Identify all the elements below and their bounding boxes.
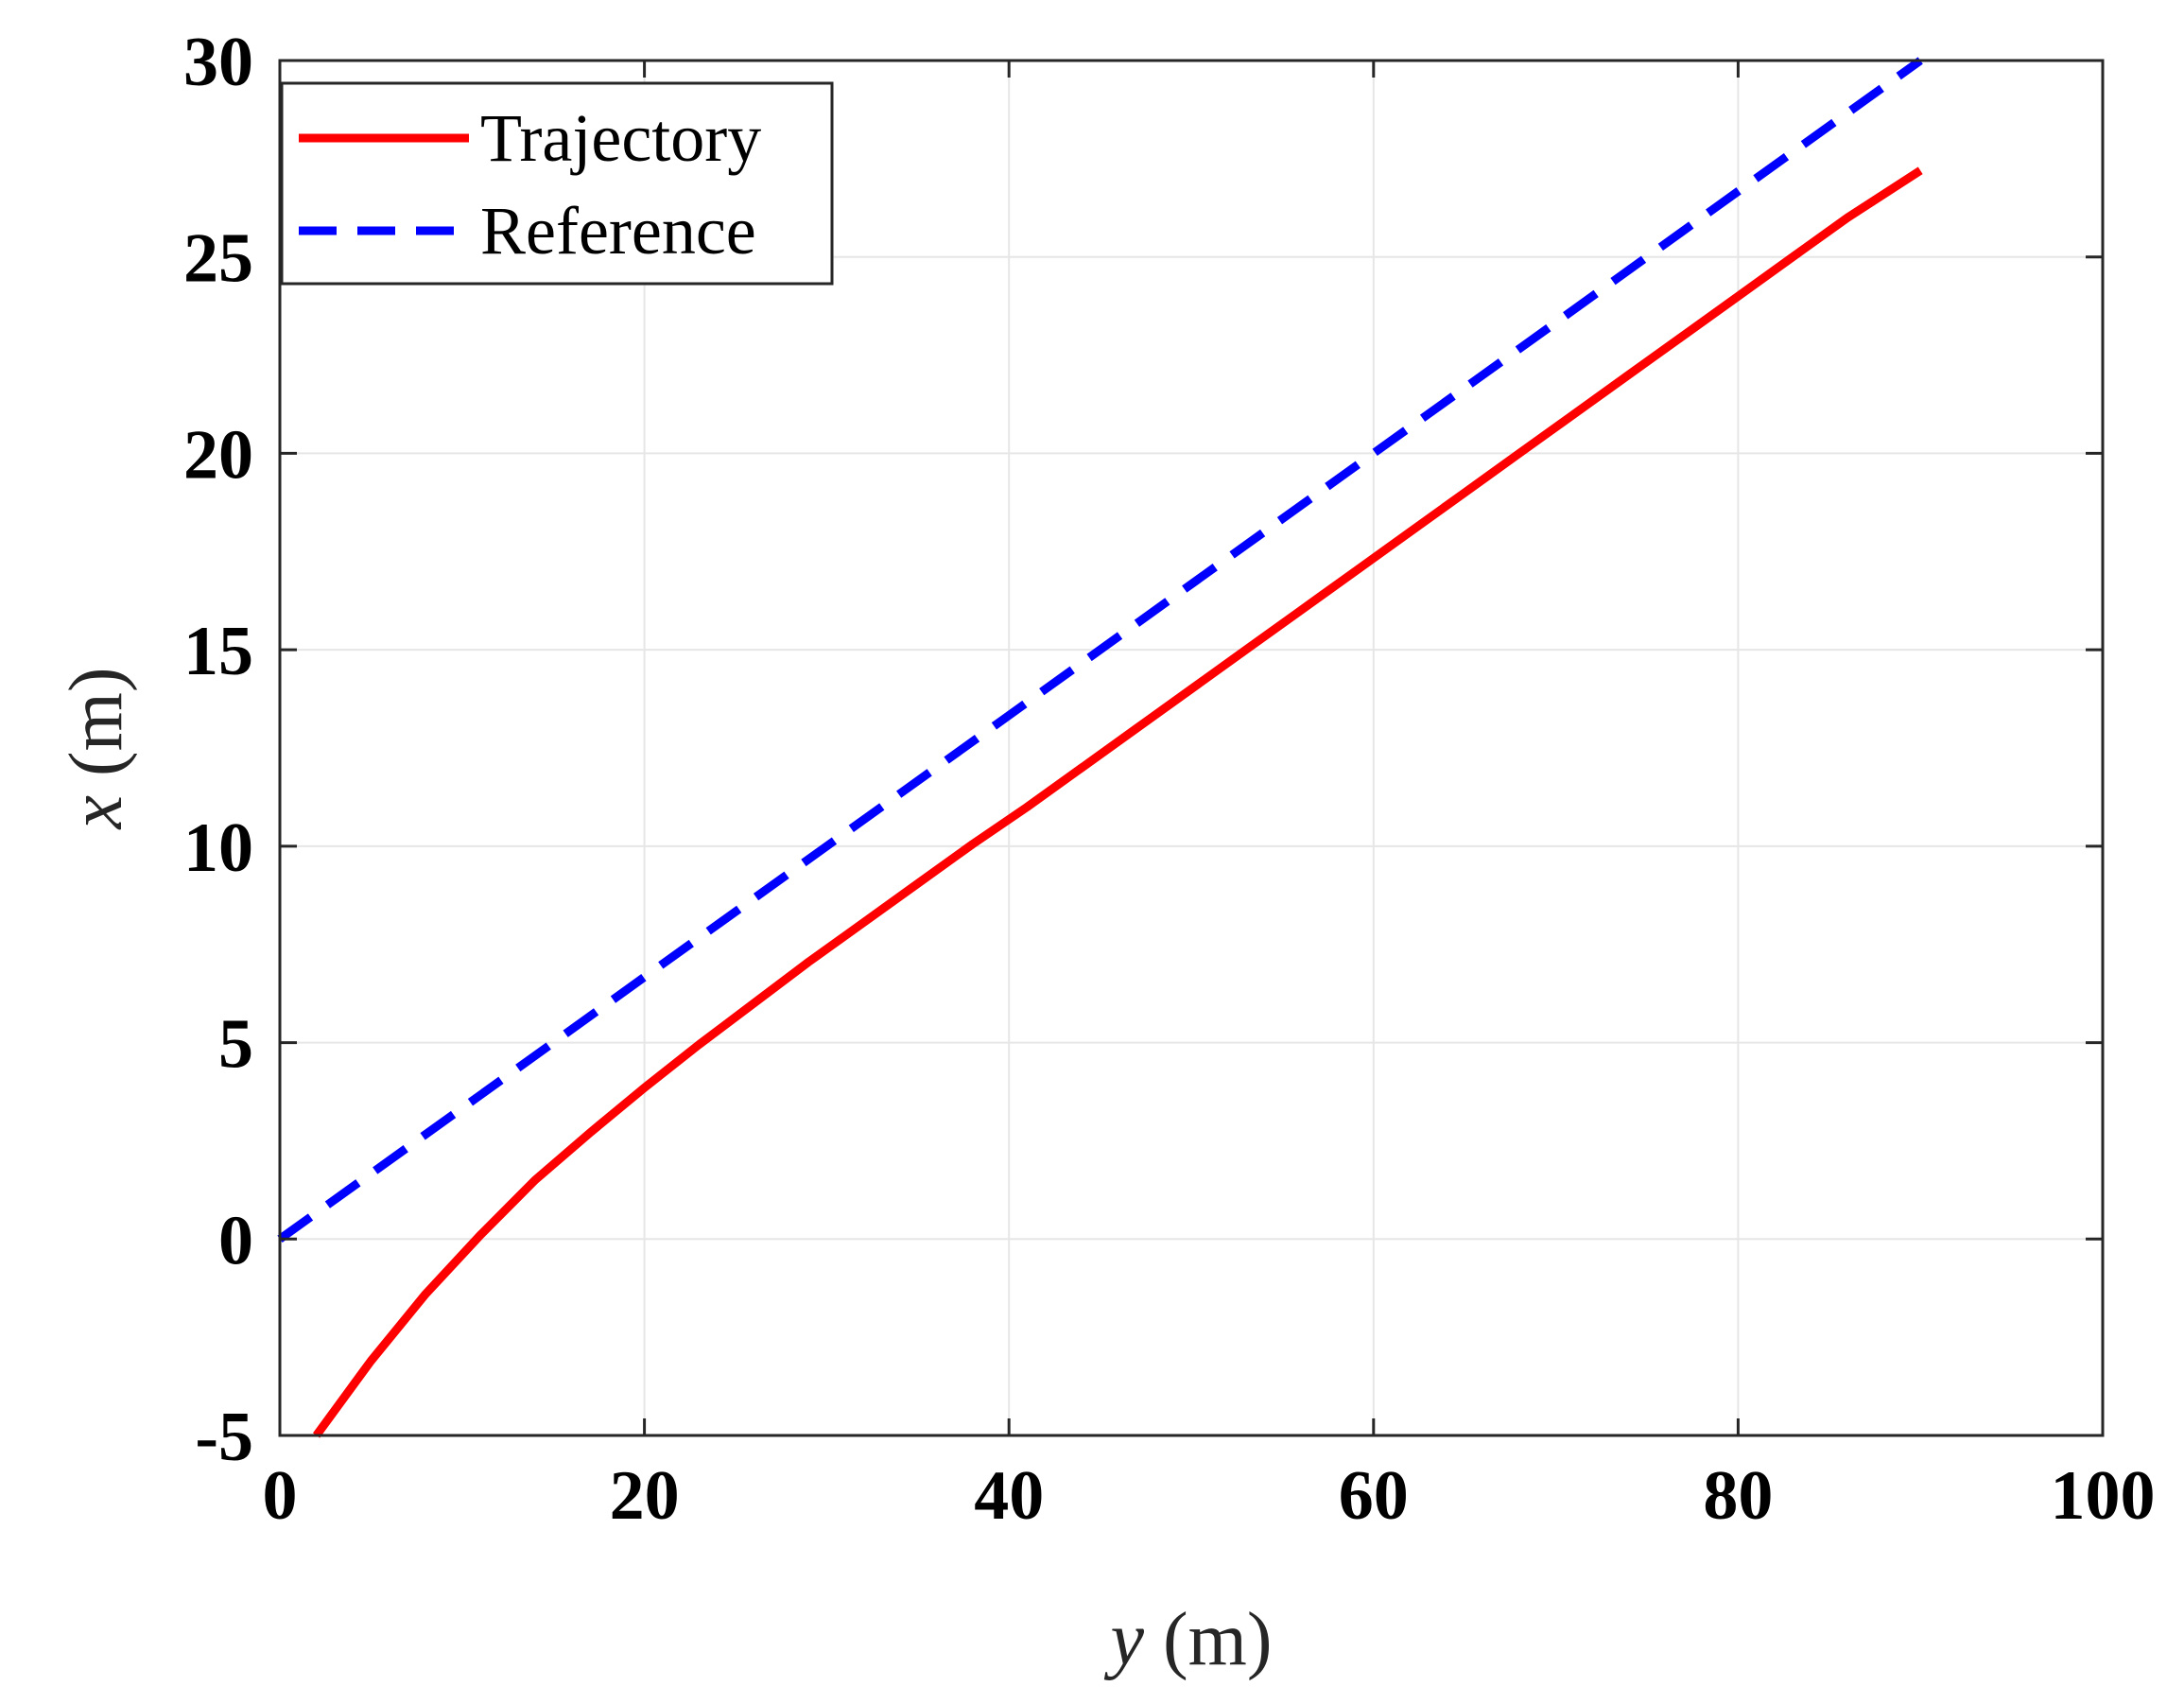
x-tick-label: 40: [974, 1457, 1044, 1535]
x-tick-label: 0: [263, 1457, 298, 1535]
x-tick-label: 80: [1703, 1457, 1773, 1535]
axis-labels: y (m)x (m): [55, 667, 1273, 1681]
x-tick-label: 100: [2051, 1457, 2156, 1535]
y-axis-label-variable: x: [55, 795, 138, 830]
y-tick-label: 25: [183, 220, 253, 298]
plot-area-frame: [278, 59, 2105, 1437]
legend-label-trajectory: Trajectory: [480, 100, 761, 176]
series-layer: [277, 57, 1923, 1438]
y-tick-label: 0: [218, 1202, 253, 1279]
x-axis-label-variable: y: [1103, 1598, 1144, 1681]
y-axis-label: x (m): [55, 667, 138, 829]
legend-label-reference: Reference: [480, 193, 756, 269]
y-axis-label-unit: (m): [55, 667, 138, 795]
y-tick-label: 15: [183, 613, 253, 690]
series-line-reference: [277, 57, 1923, 1243]
y-tick-label: 20: [183, 416, 253, 494]
legend-box: [280, 81, 834, 286]
x-tick-label: 60: [1339, 1457, 1409, 1535]
series-line-trajectory: [312, 166, 1923, 1438]
y-tick-label: 10: [183, 809, 253, 887]
legend: Trajectory Reference: [280, 81, 834, 286]
x-axis-label-unit: (m): [1144, 1598, 1273, 1681]
y-tick-label: 5: [218, 1006, 253, 1084]
y-tick-label: -5: [195, 1399, 253, 1476]
x-axis-label: y (m): [1103, 1598, 1272, 1681]
y-tick-label: 30: [183, 24, 253, 101]
x-tick-label: 20: [610, 1457, 680, 1535]
